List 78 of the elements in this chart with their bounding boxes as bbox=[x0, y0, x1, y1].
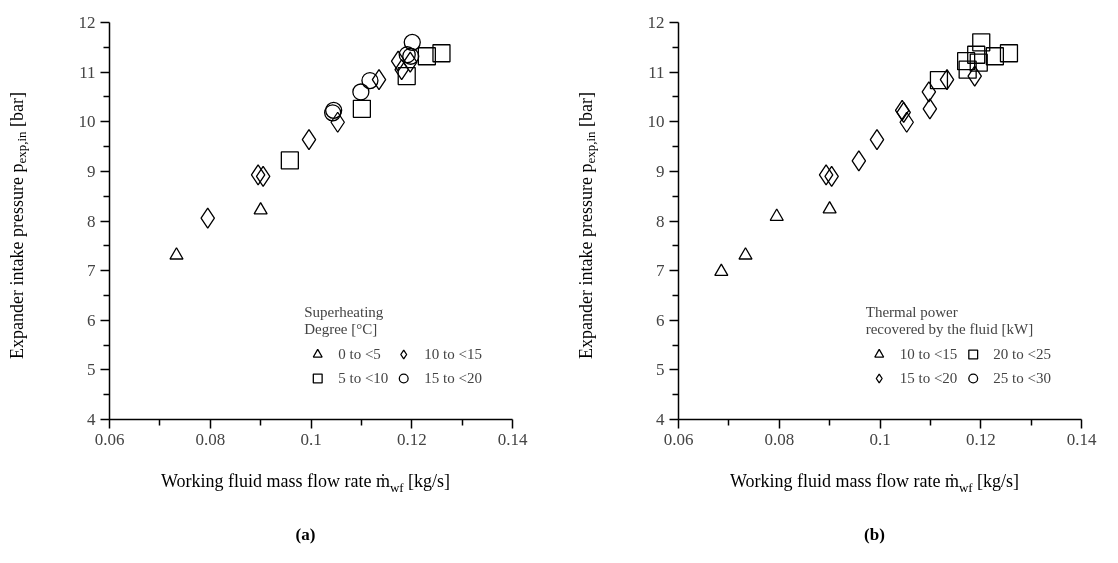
point bbox=[921, 81, 937, 103]
point bbox=[397, 66, 416, 86]
point bbox=[922, 98, 938, 120]
point bbox=[899, 111, 915, 133]
point bbox=[967, 65, 983, 87]
point bbox=[714, 263, 729, 277]
point bbox=[999, 44, 1019, 63]
y-tick-label: 6 bbox=[87, 310, 96, 330]
point bbox=[200, 207, 216, 229]
y-tick-label: 7 bbox=[656, 261, 665, 281]
point bbox=[851, 150, 867, 172]
point bbox=[352, 83, 370, 101]
point bbox=[169, 247, 184, 260]
y-tick-label: 8 bbox=[656, 211, 665, 231]
point bbox=[390, 50, 406, 72]
point bbox=[929, 70, 949, 90]
y-tick-label: 8 bbox=[87, 211, 96, 231]
y-tick-label: 5 bbox=[656, 360, 665, 380]
point bbox=[956, 52, 976, 71]
legend-label: 25 to <30 bbox=[993, 369, 1051, 387]
legend-title: Thermal power recovered by the fluid [kW] bbox=[865, 304, 1035, 338]
point bbox=[822, 200, 837, 214]
legend-title: Superheating Degree [°C] bbox=[304, 304, 385, 338]
y-tick-label: 10 bbox=[647, 112, 665, 132]
y-tick-label: 5 bbox=[87, 360, 96, 380]
y-tick-label: 7 bbox=[87, 261, 96, 281]
point bbox=[250, 164, 266, 186]
y-tick-label: 9 bbox=[656, 161, 665, 181]
x-tick-label: 0.14 bbox=[497, 429, 528, 449]
point bbox=[361, 71, 379, 90]
x-axis-title: Working fluid mass flow rate ṁ$_{wf}$ [kg/s] bbox=[728, 470, 1021, 497]
y-tick-label: 4 bbox=[656, 410, 665, 429]
point bbox=[253, 201, 268, 215]
x-tick-label: 0.12 bbox=[965, 429, 996, 449]
text: (a) bbox=[294, 524, 317, 546]
point bbox=[255, 165, 271, 187]
y-tick-label: 12 bbox=[647, 13, 665, 32]
point bbox=[432, 44, 451, 63]
point bbox=[402, 47, 420, 65]
point bbox=[352, 99, 372, 118]
point bbox=[402, 51, 418, 73]
point bbox=[738, 247, 753, 260]
point bbox=[398, 46, 416, 64]
x-tick-label: 0.1 bbox=[869, 429, 891, 449]
point bbox=[330, 111, 346, 133]
y-tick-label: 9 bbox=[87, 161, 96, 181]
point bbox=[967, 45, 986, 64]
point bbox=[818, 164, 834, 186]
x-tick-label: 0.06 bbox=[94, 429, 125, 449]
point bbox=[769, 208, 784, 221]
legend-label: 5 to <10 bbox=[338, 369, 389, 387]
x-tick-label: 0.08 bbox=[764, 429, 795, 449]
point bbox=[280, 151, 299, 170]
point bbox=[403, 33, 421, 51]
y-tick-label: 11 bbox=[648, 62, 665, 82]
legend-label: 0 to <5 bbox=[338, 345, 381, 363]
y-tick-label: 4 bbox=[87, 410, 96, 429]
legend-label: 10 to <15 bbox=[424, 345, 482, 363]
legend-label: 20 to <25 bbox=[993, 345, 1051, 363]
legend-label: 10 to <15 bbox=[899, 345, 958, 363]
point bbox=[958, 60, 977, 79]
x-tick-label: 0.12 bbox=[396, 429, 427, 449]
legend-label: 15 to <20 bbox=[899, 369, 958, 387]
point bbox=[969, 53, 988, 72]
point bbox=[972, 33, 991, 52]
x-axis-title: Working fluid mass flow rate ṁ$_{wf}$ [kg/s] bbox=[159, 470, 452, 497]
x-tick-label: 0.1 bbox=[300, 429, 322, 449]
y-tick-label: 6 bbox=[656, 310, 665, 330]
y-tick-label: 10 bbox=[78, 112, 96, 132]
x-tick-label: 0.14 bbox=[1066, 429, 1097, 449]
text: (b) bbox=[863, 524, 886, 546]
y-tick-label: 11 bbox=[79, 62, 96, 82]
y-tick-label: 12 bbox=[78, 13, 96, 32]
point bbox=[985, 47, 1005, 66]
legend-label: 15 to <20 bbox=[424, 369, 482, 387]
x-tick-label: 0.08 bbox=[195, 429, 226, 449]
x-tick-label: 0.06 bbox=[663, 429, 694, 449]
point bbox=[417, 47, 437, 66]
